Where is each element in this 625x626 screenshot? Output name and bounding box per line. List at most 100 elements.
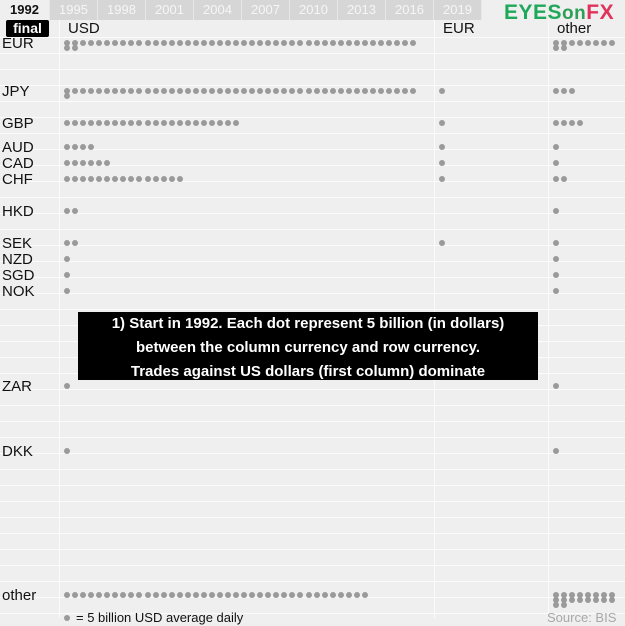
dot-other-usd [273, 592, 280, 598]
year-tab-2007[interactable]: 2007 [242, 0, 290, 20]
dot-nok-other [553, 288, 559, 294]
dot-other-other [561, 592, 568, 598]
dot-chf-usd [104, 176, 111, 182]
dot-other-usd [168, 592, 175, 598]
dot-jpy-usd [112, 88, 119, 94]
year-tab-2004[interactable]: 2004 [194, 0, 242, 20]
year-tab-1998[interactable]: 1998 [98, 0, 146, 20]
row-label-eur: EUR [2, 35, 34, 52]
dot-jpy-usd [241, 88, 248, 94]
dot-cad-other [553, 160, 559, 166]
dot-eur-usd [321, 40, 328, 46]
dot-cad-usd [96, 160, 103, 166]
year-tab-2016[interactable]: 2016 [386, 0, 434, 20]
dot-gbp-usd [72, 120, 79, 126]
dot-gbp-eur [439, 120, 445, 126]
dot-other-usd [297, 592, 304, 598]
year-tab-2010[interactable]: 2010 [290, 0, 338, 20]
dot-other-other [609, 592, 616, 598]
annotation-line-1: 1) Start in 1992. Each dot represent 5 b… [111, 315, 505, 332]
year-tab-1995[interactable]: 1995 [50, 0, 98, 20]
dot-sek-usd [72, 240, 79, 246]
dot-jpy-usd [386, 88, 392, 94]
grid-hline [0, 581, 625, 582]
grid-vline [548, 20, 549, 618]
dot-eur-usd [289, 40, 296, 46]
dot-other-usd [200, 592, 207, 598]
dot-other-usd [136, 592, 143, 598]
dot-other-other [561, 597, 568, 603]
grid-hline [0, 437, 625, 438]
year-tab-2001[interactable]: 2001 [146, 0, 194, 20]
dot-sgd-other [553, 272, 559, 278]
row-label-zar: ZAR [2, 378, 32, 395]
column-header-eur: EUR [443, 20, 475, 37]
dot-other-other [553, 592, 559, 598]
dot-chf-usd [152, 176, 159, 182]
dot-jpy-usd [64, 88, 70, 94]
dot-chf-usd [120, 176, 127, 182]
grid-hline [0, 261, 625, 262]
dot-gbp-usd [88, 120, 95, 126]
year-tab-2019[interactable]: 2019 [434, 0, 482, 20]
grid-hline [0, 613, 625, 614]
grid-hline [0, 485, 625, 486]
year-tab-2013[interactable]: 2013 [338, 0, 386, 20]
dot-eur-other [561, 40, 568, 46]
dot-eur-usd [120, 40, 127, 46]
dot-other-usd [329, 592, 336, 598]
dot-gbp-usd [128, 120, 135, 126]
dot-other-other [593, 597, 600, 603]
dot-eur-other [569, 40, 576, 46]
dot-aud-usd [72, 144, 79, 150]
dot-eur-usd [168, 40, 175, 46]
final-button[interactable]: final [6, 20, 49, 37]
dot-eur-usd [402, 40, 409, 46]
dot-eur-usd [112, 40, 119, 46]
column-header-usd: USD [68, 20, 100, 37]
grid-hline [0, 149, 625, 150]
dot-jpy-usd [249, 88, 256, 94]
year-tab-1992[interactable]: 1992 [0, 0, 50, 20]
dot-other-usd [241, 592, 248, 598]
dot-dkk-usd [64, 448, 70, 454]
dot-jpy-usd [168, 88, 175, 94]
dot-other-usd [313, 592, 320, 598]
dot-jpy-usd [64, 93, 70, 99]
dot-eur-usd [369, 40, 376, 46]
dot-jpy-usd [313, 88, 320, 94]
dot-eur-usd [265, 40, 272, 46]
grid-hline [0, 245, 625, 246]
dot-other-usd [80, 592, 87, 598]
dot-eur-usd [184, 40, 191, 46]
eyes-on-fx-logo: EYESonFX [504, 1, 614, 26]
dot-chf-eur [439, 176, 445, 182]
dot-other-usd [225, 592, 231, 598]
dot-gbp-usd [80, 120, 87, 126]
dot-other-usd [72, 592, 79, 598]
dot-other-usd [112, 592, 119, 598]
dot-eur-usd [160, 40, 167, 46]
dot-cad-usd [80, 160, 87, 166]
grid-hline [0, 597, 625, 598]
dot-aud-other [553, 144, 559, 150]
dot-other-other [553, 597, 559, 603]
dot-chf-usd [72, 176, 79, 182]
dot-jpy-usd [88, 88, 95, 94]
dot-other-usd [160, 592, 167, 598]
dot-jpy-other [553, 88, 559, 94]
dot-jpy-usd [305, 88, 312, 94]
dot-other-other [601, 597, 608, 603]
dot-other-usd [96, 592, 103, 598]
dot-chf-usd [160, 176, 167, 182]
dot-chf-usd [64, 176, 70, 182]
dot-eur-usd [281, 40, 288, 46]
dot-other-other [585, 597, 592, 603]
dot-eur-usd [273, 40, 280, 46]
dot-eur-usd [377, 40, 384, 46]
dot-eur-usd [233, 40, 240, 46]
dot-dkk-other [553, 448, 559, 454]
legend-text: = 5 billion USD average daily [76, 610, 244, 625]
dot-other-usd [249, 592, 256, 598]
dot-eur-usd [386, 40, 392, 46]
